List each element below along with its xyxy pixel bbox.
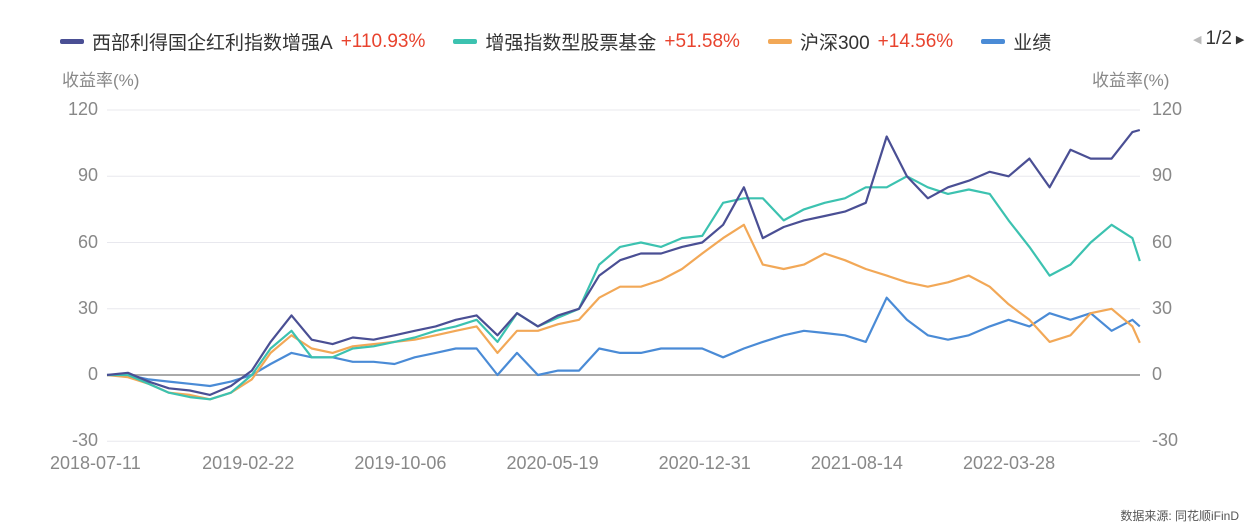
y-tick-right: 30 <box>1152 297 1173 318</box>
legend-item-hs300[interactable]: 沪深300 +14.56% <box>767 28 954 55</box>
data-source: 数据来源: 同花顺iFinD <box>1120 509 1239 523</box>
y-tick-left: 60 <box>77 231 98 252</box>
series-line-0 <box>106 128 1141 396</box>
y-axis-label-left: 收益率(%) <box>62 71 140 90</box>
legend-label: 业绩 <box>1013 33 1052 54</box>
y-tick-right: 90 <box>1152 165 1173 186</box>
legend-label: 沪深300 <box>799 33 870 54</box>
y-tick-left: 30 <box>77 297 98 318</box>
y-tick-left: 90 <box>77 165 98 186</box>
legend-item-fund[interactable]: 西部利得国企红利指数增强A +110.93% <box>60 28 425 55</box>
legend-swatch <box>453 39 478 44</box>
y-tick-right: 60 <box>1152 231 1173 252</box>
legend-return: +14.56% <box>877 30 954 52</box>
legend-label: 西部利得国企红利指数增强A <box>92 33 333 54</box>
y-tick-right: -30 <box>1152 430 1179 451</box>
y-axis-label-right: 收益率(%) <box>1092 71 1170 90</box>
legend-return: +51.58% <box>664 30 740 52</box>
x-tick: 2020-05-19 <box>506 453 599 473</box>
legend-item-category[interactable]: 增强指数型股票基金 +51.58% <box>453 28 740 55</box>
x-tick: 2022-03-28 <box>963 453 1056 473</box>
x-tick: 2018-07-11 <box>50 453 141 473</box>
page-indicator: 1/2 <box>1205 28 1232 49</box>
next-page-icon[interactable]: ▶ <box>1235 33 1245 46</box>
legend-return: +110.93% <box>340 30 426 52</box>
series-line-2 <box>106 223 1141 401</box>
series-line-1 <box>107 175 1141 401</box>
x-tick: 2021-08-14 <box>810 453 903 473</box>
legend-swatch <box>767 39 792 44</box>
y-tick-left: -30 <box>71 430 98 451</box>
y-tick-right: 120 <box>1152 99 1183 119</box>
legend-pager: ◀ 1/2 ▶ <box>1185 28 1249 50</box>
y-tick-right: 0 <box>1152 364 1163 384</box>
legend-label: 增强指数型股票基金 <box>485 33 657 54</box>
legend: 西部利得国企红利指数增强A +110.93% 增强指数型股票基金 +51.58%… <box>60 28 1079 55</box>
x-tick: 2020-12-31 <box>658 453 751 473</box>
legend-swatch <box>60 39 84 44</box>
legend-swatch <box>981 39 1006 44</box>
y-tick-left: 120 <box>67 99 98 119</box>
y-tick-left: 0 <box>87 364 98 384</box>
x-tick: 2019-10-06 <box>354 453 447 473</box>
legend-item-benchmark[interactable]: 业绩 <box>981 28 1051 55</box>
x-tick: 2019-02-22 <box>202 453 295 473</box>
series-line-3 <box>107 296 1141 388</box>
prev-page-icon[interactable]: ◀ <box>1193 33 1202 46</box>
